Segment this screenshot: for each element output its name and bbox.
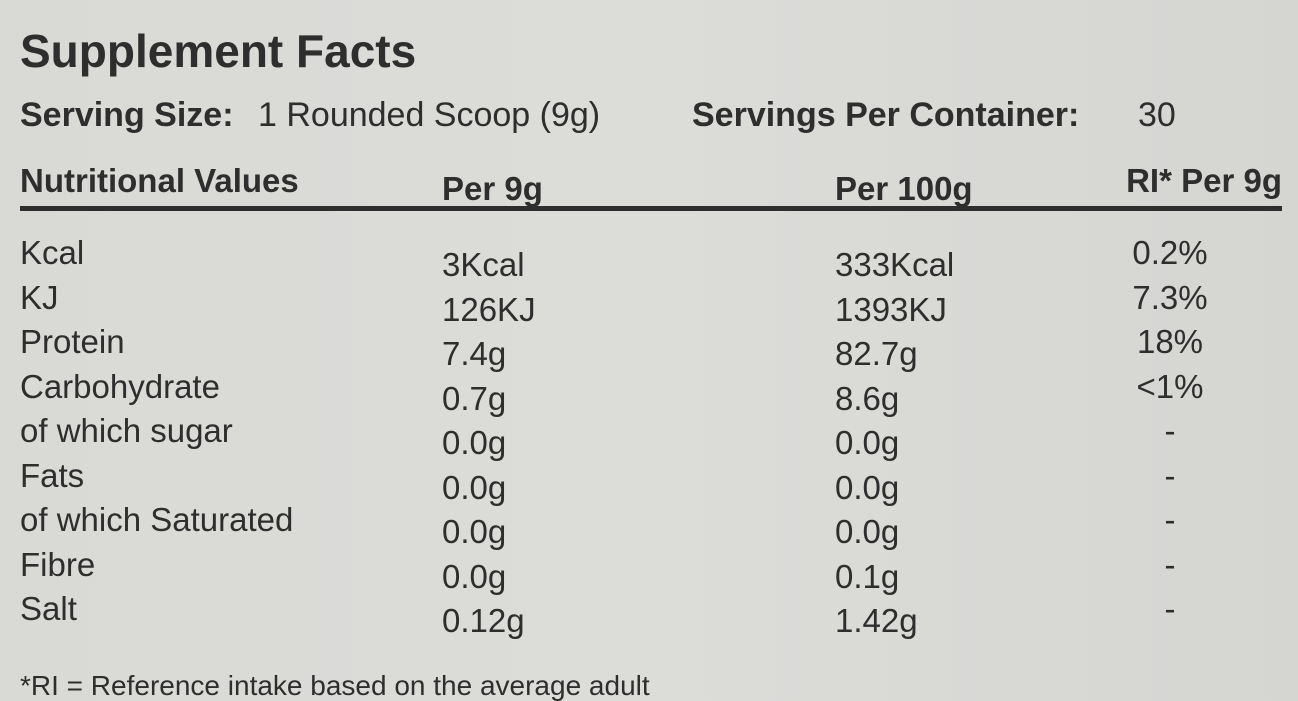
nutrient-value: - [1164,456,1176,494]
nutrient-value: <1% [1136,367,1204,405]
nutrient-value: 8.6g [835,379,900,417]
nutrient-name: Protein [20,323,125,360]
nutrient-name: of which Saturated [20,501,294,538]
nutrient-name: Salt [20,590,77,627]
servings-per-container-label: Servings Per Container: [692,96,1080,134]
nutrient-value: 0.0g [442,424,507,461]
nutrient-value: 0.0g [835,513,900,550]
nutrient-value: 7.3% [1132,278,1208,316]
nutrient-name: of which sugar [20,412,233,449]
nutrient-name: KJ [20,278,59,316]
column-header: Per 9g [442,170,543,207]
nutrient-name: Carbohydrate [20,367,220,405]
nutrient-value: 0.0g [442,557,507,595]
nutrient-value: 0.2% [1132,234,1208,271]
nutrient-value: 18% [1136,323,1204,360]
nutrient-name: Fibre [20,545,96,583]
nutrient-value: 126KJ [442,290,536,328]
nutrient-value: 333Kcal [835,246,955,283]
column-header: Nutritional Values [20,162,299,199]
nutrient-value: 0.12g [442,602,525,639]
nutrient-value: 0.0g [835,424,900,461]
nutrient-name: Fats [20,456,85,494]
nutrient-value: 3Kcal [442,246,525,283]
footnote: *RI = Reference intake based on the aver… [20,670,650,701]
nutrient-value: 0.0g [442,468,507,506]
nutrient-name: Kcal [20,234,85,271]
column-header: RI* Per 9g [1126,162,1282,199]
column-header: Per 100g [835,170,973,207]
nutrient-value: 82.7g [835,335,918,372]
nutrient-value: - [1164,545,1176,583]
nutrient-value: - [1164,501,1176,538]
nutrient-value: - [1164,412,1176,449]
nutrient-value: 7.4g [442,335,507,372]
header-rule [20,206,1282,211]
nutrient-value: 1393KJ [835,290,947,328]
servings-per-container-value: 30 [1138,96,1176,134]
nutrient-value: 0.7g [442,379,507,417]
nutrient-value: 1.42g [835,602,918,639]
serving-size-value: 1 Rounded Scoop (9g) [258,96,601,134]
title: Supplement Facts [20,25,417,77]
nutrient-value: 0.0g [442,513,507,550]
nutrient-value: 0.1g [835,557,900,595]
serving-size-label: Serving Size: [20,96,234,134]
nutrient-value: - [1164,590,1176,627]
nutrient-value: 0.0g [835,468,900,506]
